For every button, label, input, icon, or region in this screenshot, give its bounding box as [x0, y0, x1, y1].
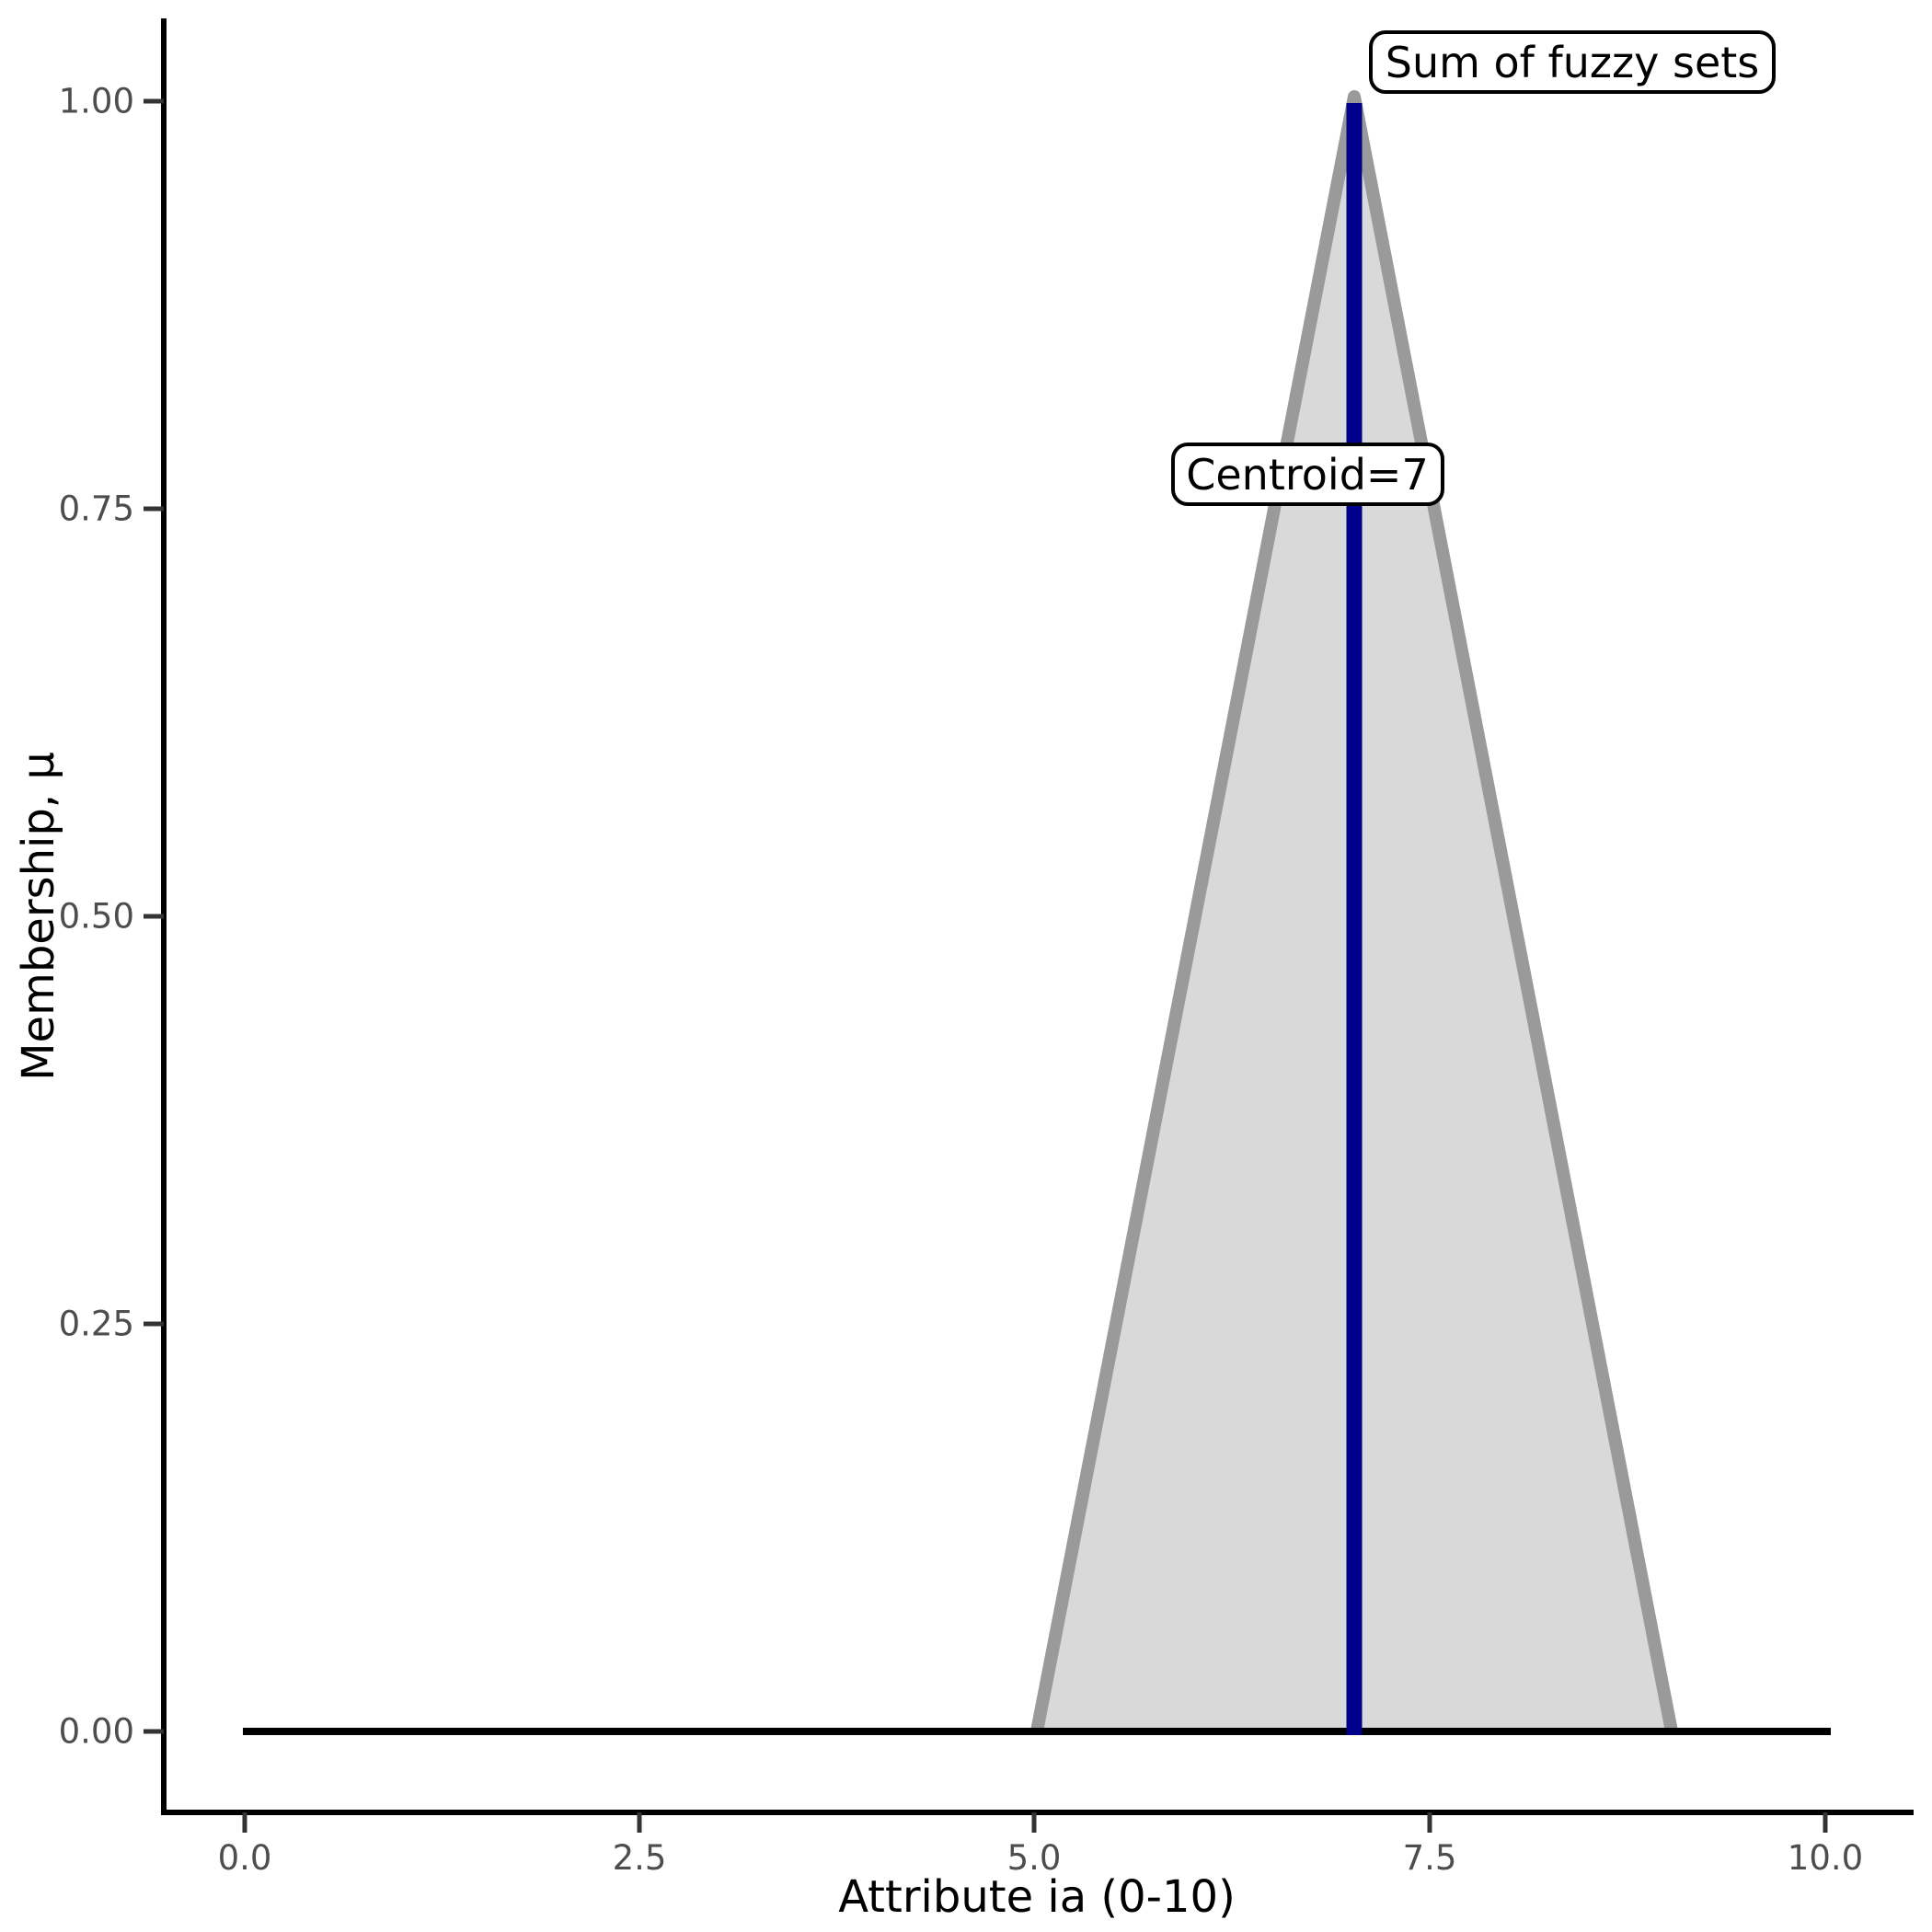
y-tick-label-1.00: 1.00	[59, 82, 134, 121]
sum-label-box	[1369, 30, 1776, 94]
x-tick-label-0.0: 0.0	[218, 1838, 272, 1878]
x-tick-label-2.5: 2.5	[613, 1838, 667, 1878]
y-axis-title: Membership, μ	[13, 752, 64, 1081]
x-tick-label-7.5: 7.5	[1403, 1838, 1457, 1878]
centroid-label-text: Centroid=7	[1186, 450, 1428, 500]
x-axis-ticks	[242, 1812, 1828, 1833]
y-tick-label-0.75: 0.75	[59, 489, 134, 529]
y-tick-label-0.25: 0.25	[59, 1305, 134, 1344]
sum-label-text: Sum of fuzzy sets	[1386, 38, 1760, 87]
centroid-label: Centroid=7	[1171, 443, 1444, 506]
y-tick-label-0.50: 0.50	[59, 897, 134, 937]
y-tick-label-0.00: 0.00	[59, 1712, 134, 1752]
y-axis-ticks	[144, 98, 164, 1734]
x-tick-label-10.0: 10.0	[1788, 1838, 1863, 1878]
sum-of-fuzzy-sets-label: Sum of fuzzy sets	[1369, 30, 1776, 94]
fuzzy-sum-outline	[1030, 90, 1678, 1733]
x-tick-label-5.0: 5.0	[1007, 1838, 1062, 1878]
x-axis-title: Attribute ia (0-10)	[838, 1871, 1236, 1923]
centroid-label-box	[1171, 443, 1444, 506]
